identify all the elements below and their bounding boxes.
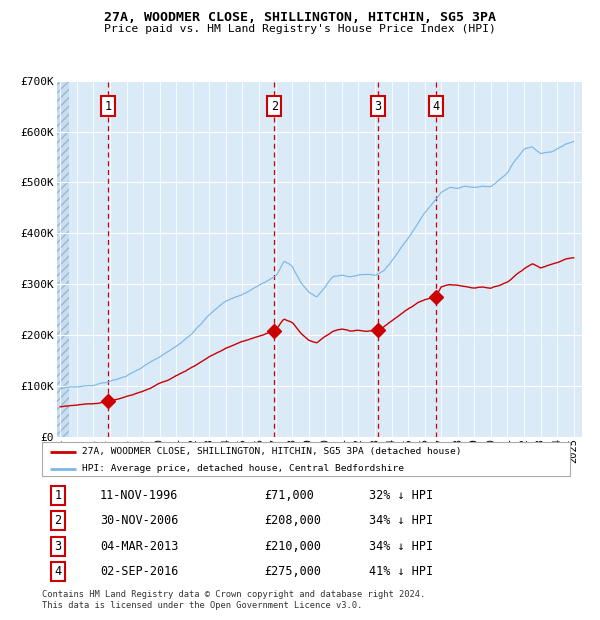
Text: 30-NOV-2006: 30-NOV-2006 [100,514,178,527]
Text: 34% ↓ HPI: 34% ↓ HPI [370,540,433,553]
Bar [57,81,68,437]
Text: 04-MAR-2013: 04-MAR-2013 [100,540,178,553]
Text: 3: 3 [374,100,382,113]
Text: 27A, WOODMER CLOSE, SHILLINGTON, HITCHIN, SG5 3PA (detached house): 27A, WOODMER CLOSE, SHILLINGTON, HITCHIN… [82,447,461,456]
Text: 2: 2 [54,514,61,527]
Text: 11-NOV-1996: 11-NOV-1996 [100,489,178,502]
Text: 32% ↓ HPI: 32% ↓ HPI [370,489,433,502]
Text: 3: 3 [54,540,61,553]
Text: £71,000: £71,000 [264,489,314,502]
Text: 02-SEP-2016: 02-SEP-2016 [100,565,178,578]
FancyBboxPatch shape [42,442,570,476]
Text: 1: 1 [104,100,112,113]
Text: Price paid vs. HM Land Registry's House Price Index (HPI): Price paid vs. HM Land Registry's House … [104,24,496,33]
Text: £275,000: £275,000 [264,565,321,578]
Text: 1: 1 [54,489,61,502]
Text: 41% ↓ HPI: 41% ↓ HPI [370,565,433,578]
Text: £210,000: £210,000 [264,540,321,553]
Text: HPI: Average price, detached house, Central Bedfordshire: HPI: Average price, detached house, Cent… [82,464,404,473]
Text: Contains HM Land Registry data © Crown copyright and database right 2024.: Contains HM Land Registry data © Crown c… [42,590,425,600]
Bar [57,81,68,437]
Text: 34% ↓ HPI: 34% ↓ HPI [370,514,433,527]
Text: £208,000: £208,000 [264,514,321,527]
Text: 4: 4 [54,565,61,578]
Text: 27A, WOODMER CLOSE, SHILLINGTON, HITCHIN, SG5 3PA: 27A, WOODMER CLOSE, SHILLINGTON, HITCHIN… [104,11,496,24]
Text: This data is licensed under the Open Government Licence v3.0.: This data is licensed under the Open Gov… [42,601,362,611]
Text: 2: 2 [271,100,278,113]
Text: 4: 4 [432,100,439,113]
